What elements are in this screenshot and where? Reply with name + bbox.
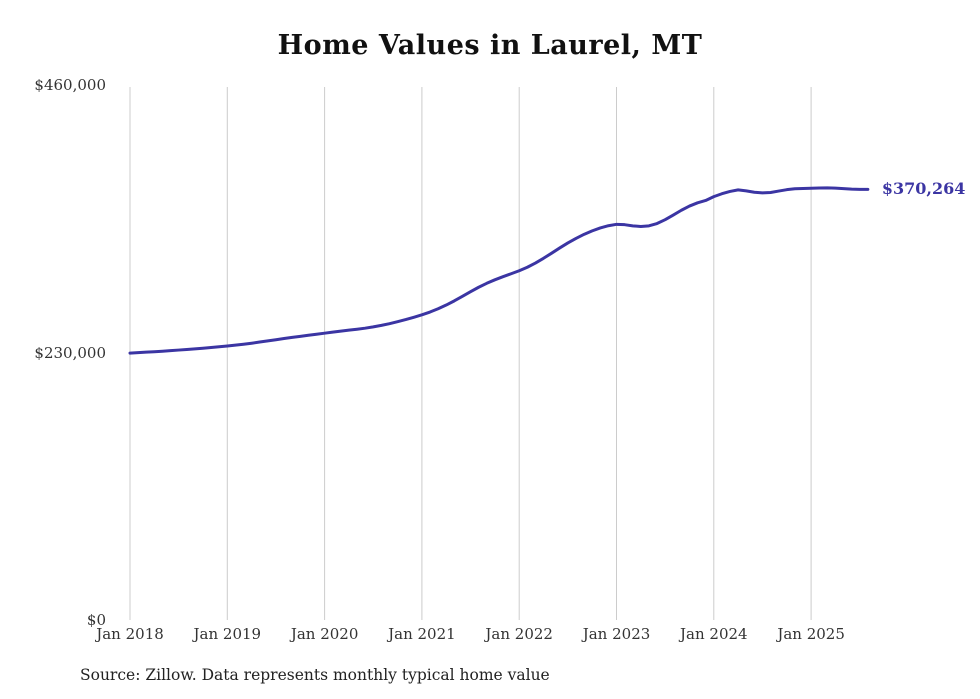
x-axis-label: Jan 2023: [582, 625, 651, 643]
y-axis-label: $460,000: [34, 76, 106, 94]
end-value-label: $370,264: [881, 179, 966, 199]
y-axis-label: $0: [86, 611, 106, 629]
source-note: Source: Zillow. Data represents monthly …: [80, 666, 550, 684]
x-axis-label: Jan 2020: [290, 625, 359, 643]
y-axis-label: $230,000: [34, 343, 106, 362]
x-axis-label: Jan 2022: [485, 625, 553, 643]
x-axis-label: Jan 2024: [680, 625, 748, 643]
x-axis-label: Jan 2018: [96, 625, 164, 643]
chart-title: Home Values in Laurel, MT: [277, 30, 703, 61]
x-axis-label: Jan 2021: [388, 625, 456, 643]
x-axis-label: Jan 2019: [193, 625, 262, 643]
x-axis-label: Jan 2025: [777, 625, 845, 643]
home-value-line: [128, 186, 870, 355]
